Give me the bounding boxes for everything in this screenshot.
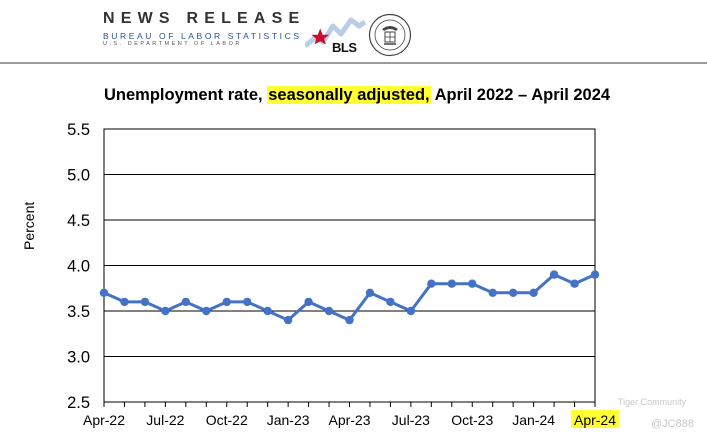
- y-tick-label: 5.0: [67, 167, 90, 185]
- data-point: [468, 279, 477, 288]
- x-tick-label: Jul-23: [392, 412, 430, 428]
- data-point: [243, 297, 252, 307]
- data-point: [427, 279, 436, 288]
- news-release-banner: NEWS RELEASE BUREAU OF LABOR STATISTICS …: [0, 0, 707, 64]
- data-point: [570, 279, 579, 288]
- x-tick-label: Jan-23: [267, 412, 310, 428]
- x-tick-highlight: [571, 410, 619, 428]
- data-point: [263, 306, 272, 316]
- watermark-brand: Tiger Community: [618, 397, 686, 407]
- bls-logo-text: BLS: [332, 40, 357, 55]
- news-release-title: NEWS RELEASE: [103, 10, 306, 27]
- data-point: [345, 315, 354, 325]
- data-point: [202, 306, 211, 316]
- watermark-handle-text: @JC888: [651, 418, 694, 430]
- x-tick-label: Oct-22: [206, 412, 248, 428]
- y-tick-label: 5.5: [67, 121, 90, 139]
- x-tick-label: Jul-22: [146, 412, 184, 428]
- data-point: [549, 270, 559, 279]
- bureau-name: BUREAU OF LABOR STATISTICS: [103, 31, 302, 41]
- data-point: [406, 306, 416, 316]
- chart-title-highlight: seasonally adjusted,: [267, 86, 431, 104]
- data-point: [222, 297, 231, 307]
- y-tick-label: 3.0: [67, 349, 90, 367]
- data-point: [447, 279, 456, 288]
- data-point: [140, 297, 150, 307]
- y-tick-label: 4.5: [67, 212, 90, 230]
- x-tick-label: Oct-23: [451, 412, 493, 428]
- data-point: [304, 297, 313, 307]
- data-point: [181, 297, 191, 307]
- watermark-brand-text: Tiger Community: [618, 397, 687, 407]
- bls-graph-logo-icon: [305, 17, 367, 48]
- data-point: [283, 315, 293, 325]
- data-point: [386, 297, 395, 307]
- data-point: [120, 297, 129, 307]
- banner-divider: [0, 62, 707, 64]
- x-tick-label: Apr-23: [328, 412, 370, 428]
- x-tick-label: Jan-24: [512, 412, 555, 428]
- x-tick-label: Apr-24: [574, 412, 616, 428]
- data-point: [590, 270, 600, 279]
- series-line: [103, 273, 596, 322]
- y-tick-label: 2.5: [67, 394, 90, 412]
- x-tick-label: Apr-22: [83, 412, 125, 428]
- data-point: [508, 288, 518, 297]
- department-seal-icon: [368, 13, 412, 57]
- watermark-handle: @JC888: [651, 418, 694, 430]
- chart-title: Unemployment rate, seasonally adjusted, …: [104, 86, 610, 105]
- data-point: [99, 288, 109, 297]
- chart-title-part-3: April 2022 – April 2024: [430, 86, 611, 104]
- data-point: [365, 288, 375, 297]
- data-point: [529, 288, 538, 297]
- y-tick-label: 3.5: [67, 303, 90, 321]
- department-name: U.S. DEPARTMENT OF LABOR: [103, 41, 242, 47]
- data-point: [161, 306, 170, 316]
- data-point: [488, 288, 497, 297]
- chart-title-part-1: Unemployment rate,: [104, 86, 268, 104]
- y-tick-label: 4.0: [67, 258, 90, 276]
- data-point: [324, 306, 334, 316]
